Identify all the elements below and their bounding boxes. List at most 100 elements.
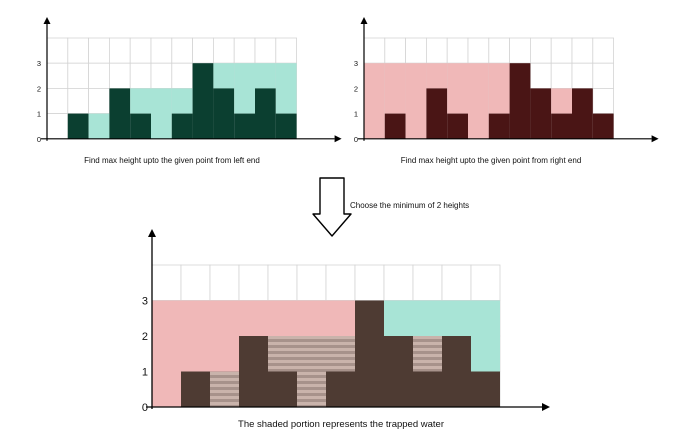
- grid-cell: [171, 62, 194, 89]
- grid-cell: [46, 113, 69, 140]
- y-tick-label: 2: [142, 331, 148, 343]
- elevation-bar: [255, 88, 276, 139]
- trapped-water-cell: [210, 371, 239, 407]
- y-tick-label: 3: [142, 296, 148, 308]
- max-height-cell: [551, 88, 572, 114]
- x-axis-arrowhead: [542, 403, 550, 411]
- elevation-bar: [384, 113, 406, 139]
- grid-cell: [384, 37, 406, 64]
- max-height-cell: [468, 63, 489, 139]
- y-axis-arrowhead: [360, 17, 368, 24]
- grid-cell: [46, 88, 69, 115]
- max-height-cell: [152, 300, 181, 407]
- x-axis-arrowhead: [651, 135, 659, 143]
- elevation-bar: [572, 88, 593, 139]
- grid-cell: [363, 37, 386, 64]
- y-tick-label: 0: [142, 402, 148, 414]
- max-height-cell: [275, 63, 297, 114]
- grid-cell: [592, 62, 614, 89]
- grid-cell: [412, 264, 443, 301]
- elevation-bar: [488, 113, 510, 139]
- max-height-cell: [88, 113, 110, 139]
- elevation-bar: [130, 113, 151, 139]
- grid-cell: [470, 264, 501, 301]
- grid-cell: [325, 264, 356, 301]
- grid-cell: [171, 37, 194, 64]
- elevation-bar: [234, 113, 255, 139]
- y-tick-label: 0: [37, 135, 41, 144]
- trapped-water-cell: [326, 336, 355, 372]
- grid-cell: [446, 37, 469, 64]
- grid-cell: [67, 62, 90, 89]
- max-height-cell: [426, 63, 448, 89]
- down-arrow-outline-icon: [312, 177, 352, 237]
- y-tick-label: 3: [37, 59, 41, 68]
- trapped-water-cell: [413, 336, 442, 372]
- grid-cell: [151, 264, 182, 301]
- elevation-bar: [326, 371, 355, 407]
- elevation-bar: [239, 336, 268, 407]
- grid-cell: [150, 37, 173, 64]
- grid-cell: [467, 37, 490, 64]
- max-height-cell: [384, 63, 406, 114]
- grid-cell: [88, 62, 110, 89]
- max-height-cell: [255, 63, 276, 89]
- trapped-water-cell: [268, 336, 297, 372]
- max-height-cell: [442, 300, 471, 336]
- grid-cell: [67, 37, 90, 64]
- grid-cell: [550, 37, 573, 64]
- grid-cell: [192, 37, 214, 64]
- grid-cell: [592, 37, 614, 64]
- max-height-cell: [213, 63, 235, 89]
- elevation-bar: [213, 88, 235, 139]
- elevation-bar: [268, 371, 297, 407]
- grid-cell: [46, 37, 69, 64]
- elevation-bar: [275, 113, 297, 139]
- grid-cell: [67, 88, 90, 115]
- grid-cell: [254, 37, 277, 64]
- max-height-cell: [488, 63, 510, 114]
- trapped-water-cell: [297, 336, 326, 407]
- elevation-bar: [442, 336, 471, 407]
- grid-cell: [129, 37, 152, 64]
- y-axis-arrowhead: [43, 17, 51, 24]
- grid-cell: [109, 37, 131, 64]
- left-max-panel: 0 1 2 3: [37, 17, 342, 144]
- grid-cell: [275, 37, 297, 64]
- max-height-cell: [171, 88, 193, 114]
- grid-cell: [571, 62, 594, 89]
- right-panel-caption: Find max height upto the given point fro…: [401, 156, 582, 165]
- elevation-bar: [530, 88, 552, 139]
- grid-cell: [405, 37, 427, 64]
- max-height-cell: [181, 300, 210, 372]
- grid-cell: [209, 264, 240, 301]
- result-panel: 0 1 2 3: [142, 229, 550, 414]
- elevation-bar: [181, 371, 210, 407]
- elevation-bar: [426, 88, 448, 139]
- elevation-bar: [192, 63, 214, 139]
- grid-cell: [509, 37, 531, 64]
- grid-cell: [212, 37, 235, 64]
- y-tick-label: 2: [354, 84, 358, 93]
- grid-cell: [267, 264, 298, 301]
- grid-cell: [296, 264, 327, 301]
- y-tick-label: 1: [354, 110, 358, 119]
- elevation-bar: [67, 113, 89, 139]
- grid-cell: [592, 88, 614, 115]
- elevation-bar: [447, 113, 468, 139]
- grid-cell: [233, 37, 256, 64]
- x-axis-arrowhead: [334, 135, 342, 143]
- elevation-bar: [509, 63, 531, 139]
- elevation-bar: [471, 371, 500, 407]
- y-tick-label: 3: [354, 59, 358, 68]
- grid-cell: [571, 37, 594, 64]
- y-tick-label: 1: [37, 110, 41, 119]
- grid-cell: [425, 37, 448, 64]
- elevation-bar: [355, 300, 384, 407]
- grid-cell: [383, 264, 414, 301]
- y-tick-label: 0: [354, 135, 358, 144]
- grid-cell: [354, 264, 385, 301]
- max-height-cell: [326, 300, 355, 336]
- grid-cell: [488, 37, 510, 64]
